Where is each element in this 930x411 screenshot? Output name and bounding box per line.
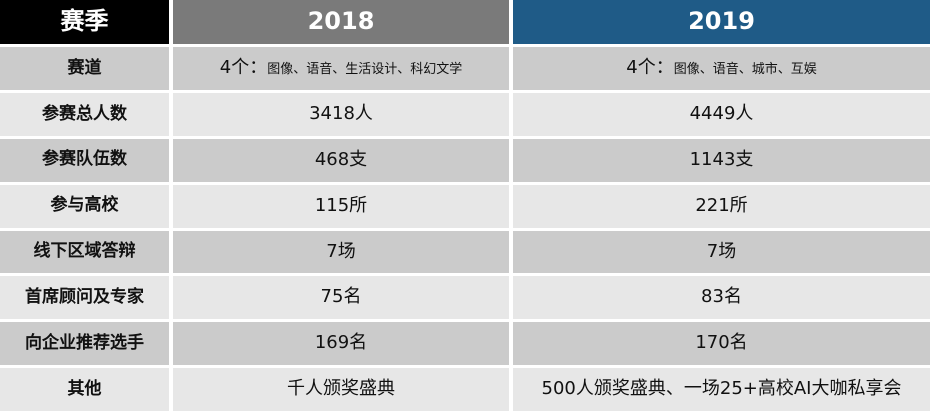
cell-2019-teams: 1143支 xyxy=(513,138,930,182)
row-label-advisors-experts: 首席顾问及专家 xyxy=(0,276,169,320)
cell-2019-tracks: 4个：图像、语音、城市、互娱 xyxy=(513,47,930,90)
cell-2018-total-participants: 3418人 xyxy=(173,92,509,136)
cell-2018-recommended-players: 169名 xyxy=(173,322,509,366)
tracks-2018-count: 4个： xyxy=(219,57,268,79)
row-label-total-participants: 参赛总人数 xyxy=(0,92,169,136)
header-cell-2019: 2019 xyxy=(513,0,930,44)
cell-2019-offline-defenses: 7场 xyxy=(513,230,930,274)
row-label-offline-defenses: 线下区域答辩 xyxy=(0,230,169,274)
tracks-2019-list: 图像、语音、城市、互娱 xyxy=(673,62,817,78)
row-label-other: 其他 xyxy=(0,368,169,411)
cell-2019-advisors-experts: 83名 xyxy=(513,276,930,320)
cell-2018-offline-defenses: 7场 xyxy=(173,230,509,274)
cell-2018-teams: 468支 xyxy=(173,138,509,182)
row-label-teams: 参赛队伍数 xyxy=(0,138,169,182)
row-label-tracks: 赛道 xyxy=(0,47,169,90)
cell-2019-other: 500人颁奖盛典、一场25+高校AI大咖私享会 xyxy=(513,368,930,411)
tracks-2018-text: 4个：图像、语音、生活设计、科幻文学 xyxy=(219,57,463,79)
cell-2019-universities: 221所 xyxy=(513,184,930,228)
header-cell-season: 赛季 xyxy=(0,0,169,44)
cell-2018-other: 千人颁奖盛典 xyxy=(173,368,509,411)
cell-2019-recommended-players: 170名 xyxy=(513,322,930,366)
tracks-2019-text: 4个：图像、语音、城市、互娱 xyxy=(626,57,817,79)
tracks-2018-list: 图像、语音、生活设计、科幻文学 xyxy=(267,62,463,78)
cell-2018-tracks: 4个：图像、语音、生活设计、科幻文学 xyxy=(173,47,509,90)
cell-2018-universities: 115所 xyxy=(173,184,509,228)
row-label-universities: 参与高校 xyxy=(0,184,169,228)
tracks-2019-count: 4个： xyxy=(626,57,674,79)
cell-2018-advisors-experts: 75名 xyxy=(173,276,509,320)
cell-2019-total-participants: 4449人 xyxy=(513,92,930,136)
header-cell-2018: 2018 xyxy=(173,0,509,44)
row-label-recommended-players: 向企业推荐选手 xyxy=(0,322,169,366)
